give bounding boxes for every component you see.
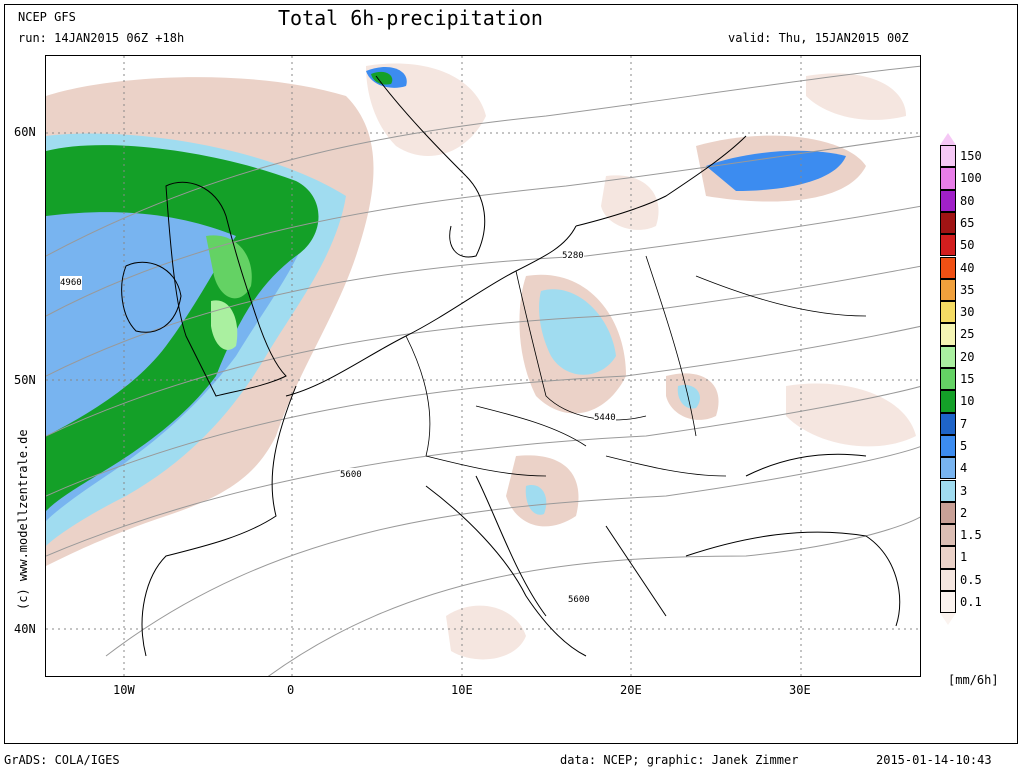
legend-swatch (940, 457, 956, 480)
legend-swatch (940, 390, 956, 413)
legend-swatch (940, 167, 956, 190)
legend-label: 150 (960, 149, 982, 163)
legend-label: 0.1 (960, 595, 982, 609)
legend-swatch (940, 368, 956, 391)
contour-label-5440: 5440 (594, 411, 616, 425)
legend-arrow-bottom (940, 613, 956, 626)
lat-label-60n: 60N (14, 125, 36, 139)
legend-label: 10 (960, 394, 975, 409)
copyright-notice: (c) www.modellzentrale.de (16, 429, 30, 610)
legend-label: 3 (960, 483, 968, 498)
legend-label: 15 (960, 372, 975, 386)
legend-swatch (940, 524, 956, 547)
timestamp: 2015-01-14-10:43 (876, 753, 992, 767)
legend-label: 100 (960, 171, 982, 186)
lon-label-10e: 10E (451, 683, 473, 697)
legend-swatch (940, 568, 956, 591)
lon-label-0: 0 (287, 683, 295, 697)
legend-swatch (940, 434, 956, 458)
legend-swatch (940, 301, 956, 324)
legend-swatch (940, 591, 956, 614)
legend-swatch (940, 211, 956, 235)
legend-label: 1.5 (960, 528, 982, 543)
country-borders (405, 255, 867, 477)
contour-label-5600-south: 5600 (568, 593, 590, 607)
legend-unit: [mm/6h] (948, 673, 999, 687)
legend-label: 30 (960, 305, 975, 320)
legend-swatch (940, 412, 956, 435)
legend-label: 65 (960, 215, 975, 230)
lat-label-40n: 40N (14, 622, 36, 636)
precipitation-map: 4960 5280 5440 5600 5600 (45, 55, 921, 677)
height-contours (46, 65, 920, 676)
contour-label-4960: 4960 (60, 276, 82, 290)
model-label: NCEP GFS (18, 10, 76, 24)
legend-label: 2 (960, 505, 968, 520)
legend-label: 40 (960, 260, 975, 275)
legend-label: 80 (960, 193, 975, 208)
legend-swatch (940, 278, 956, 302)
contour-label-5600-west: 5600 (340, 468, 362, 482)
map-title: Total 6h-precipitation (278, 6, 543, 30)
legend-label: 50 (960, 238, 975, 253)
legend-label: 1 (960, 550, 968, 565)
run-label: run: 14JAN2015 06Z +18h (18, 31, 185, 45)
legend-label: 20 (960, 349, 975, 364)
legend-swatch (940, 234, 956, 257)
legend-label: 4 (960, 461, 968, 476)
precip-legend: 150 100 80 65 50 40 35 30 25 20 15 10 7 5 4 3 2 1.5 1 0.5 0.… (940, 133, 1020, 633)
legend-label: 35 (960, 282, 975, 297)
legend-swatch (940, 145, 956, 168)
legend-swatch (940, 323, 956, 346)
contour-label-5280: 5280 (562, 249, 584, 263)
legend-arrow-top (940, 133, 956, 145)
valid-time-label: valid: Thu, 15JAN2015 00Z (728, 31, 909, 45)
legend-swatch (940, 256, 956, 279)
legend-swatch (940, 345, 956, 368)
lon-label-30e: 30E (789, 683, 811, 697)
lon-label-10w: 10W (113, 683, 135, 697)
legend-label: 25 (960, 327, 975, 342)
figure-frame (4, 4, 1018, 744)
software-credit: GrADS: COLA/IGES (4, 753, 120, 767)
legend-swatch (940, 501, 956, 525)
legend-label: 5 (960, 438, 968, 453)
coastlines (121, 75, 901, 657)
legend-swatch (940, 189, 956, 212)
legend-swatch (940, 479, 956, 502)
data-credit: data: NCEP; graphic: Janek Zimmer (560, 753, 799, 767)
precip-green-areas (46, 71, 393, 511)
lat-label-50n: 50N (14, 373, 36, 387)
legend-label: 0.5 (960, 572, 982, 587)
legend-swatch (940, 546, 956, 569)
legend-label: 7 (960, 416, 968, 431)
lon-label-20e: 20E (620, 683, 642, 697)
map-canvas (46, 56, 920, 676)
